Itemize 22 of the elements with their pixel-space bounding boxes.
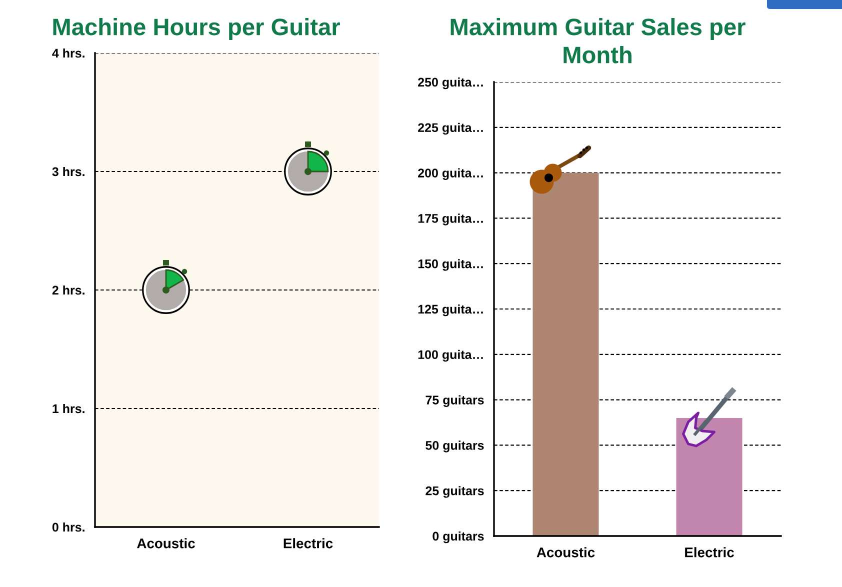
y-tick-label: 3 hrs. (52, 166, 84, 176)
y-tick-label: 50 guitars (426, 440, 484, 452)
y-tick-label: 200 guita… (418, 168, 483, 180)
y-tick-label: 225 guita… (418, 122, 483, 135)
y-tick-label: 1 hrs. (52, 404, 84, 414)
y-tick-label: 100 guita… (418, 350, 483, 362)
y-tick-label: 75 guitars (426, 395, 484, 407)
y-tick-label: 250 guita… (418, 77, 483, 90)
y-tick-label: 25 guitars (426, 486, 484, 498)
y-tick-label: 150 guita… (418, 259, 483, 271)
chart-title: Maximum Guitar Sales per Month (450, 18, 746, 64)
x-tick-label: Electric (284, 538, 333, 548)
x-tick-label: Acoustic (536, 547, 595, 558)
x-tick-label: Acoustic (137, 538, 195, 548)
y-tick-label: 175 guita… (418, 214, 483, 226)
y-tick-label: 0 guitars (432, 531, 484, 544)
y-tick-label: 125 guita… (418, 304, 483, 316)
y-tick-label: 0 hrs. (52, 522, 84, 532)
x-tick-label: Electric (685, 547, 734, 558)
chart-title: Machine Hours per Guitar (53, 18, 340, 40)
y-tick-label: 2 hrs. (52, 285, 84, 295)
y-tick-label: 4 hrs. (52, 48, 84, 58)
